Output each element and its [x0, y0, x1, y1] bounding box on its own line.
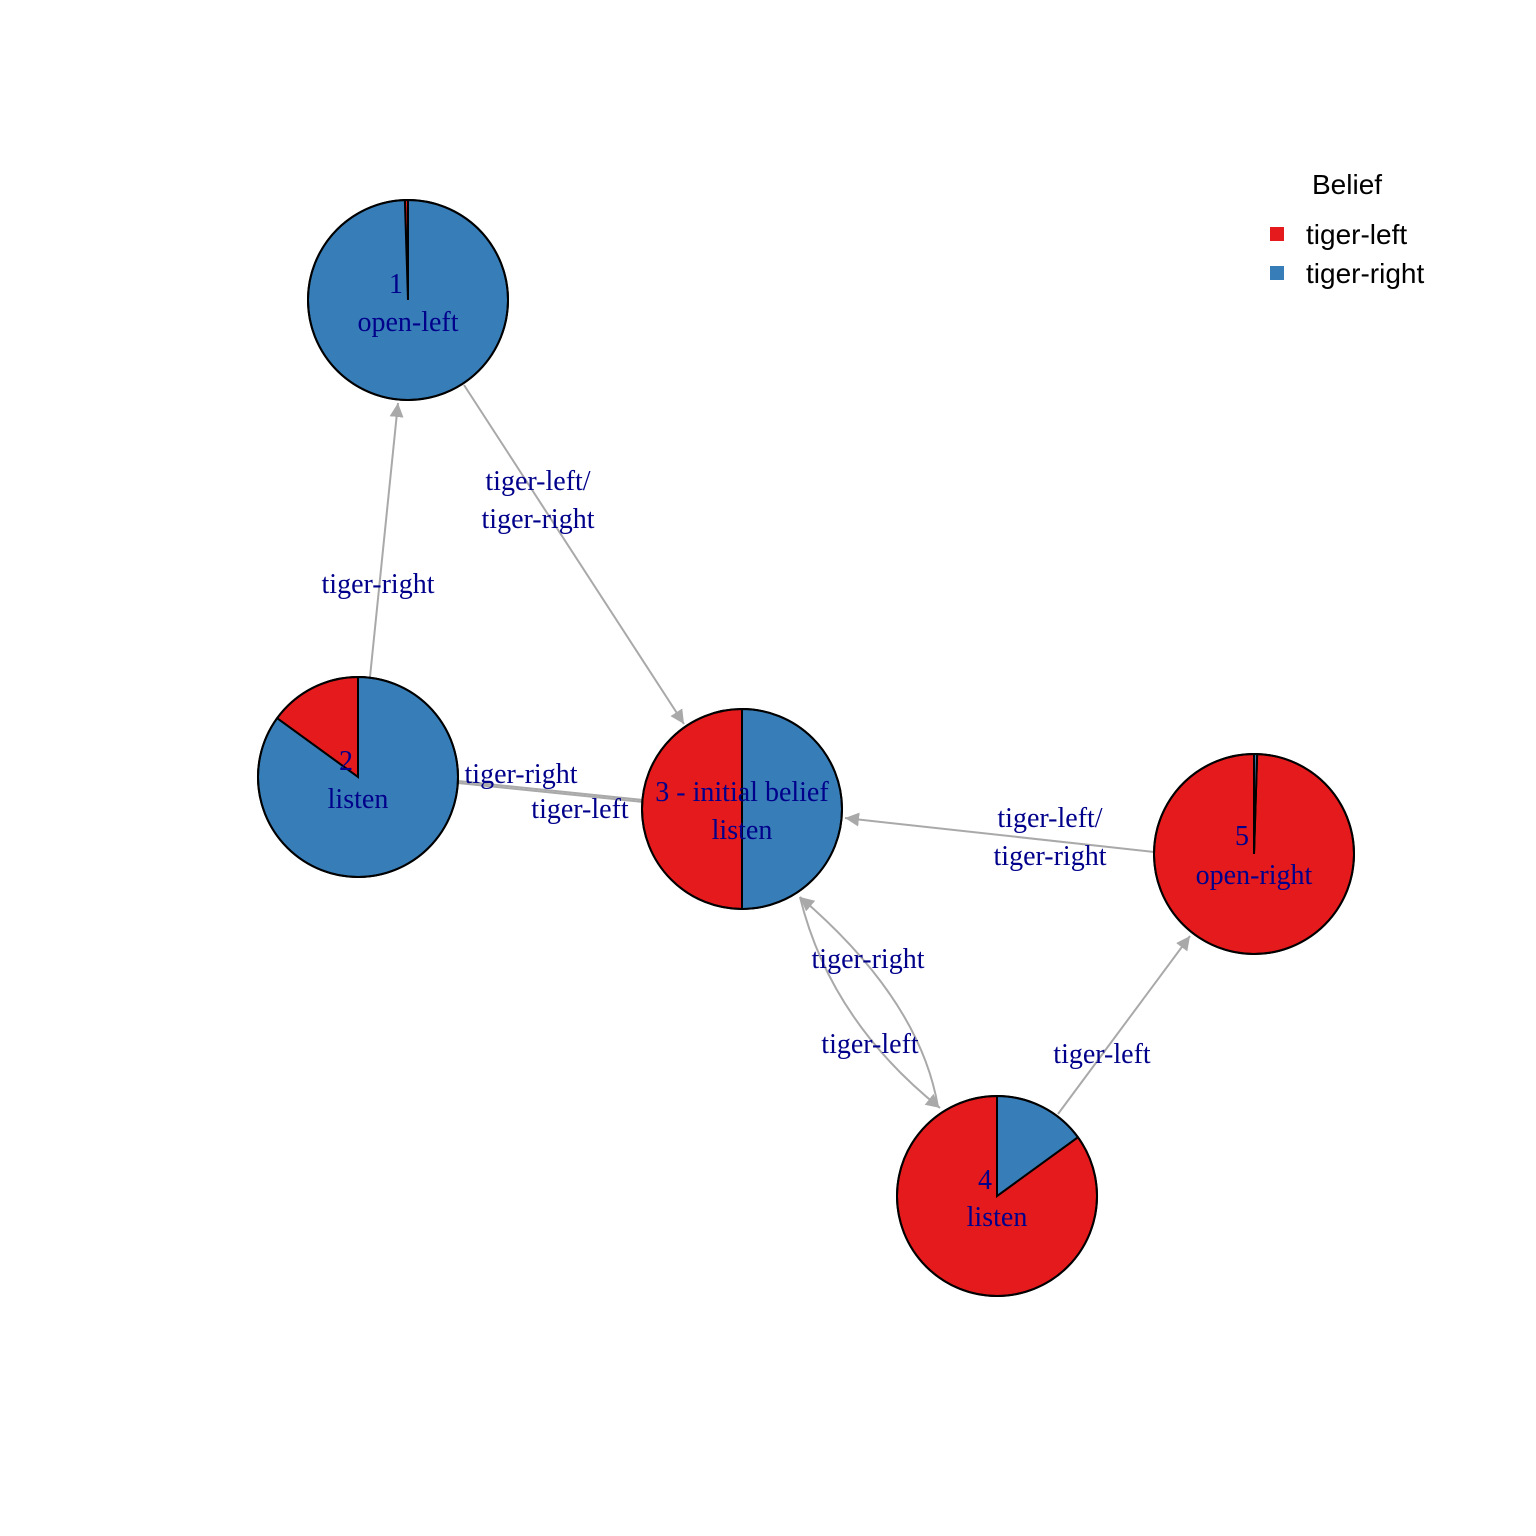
node-labels: 1 open-left 2 listen 3 - initial belief … [328, 269, 1313, 1233]
node-1-slice-tiger-right [307, 198, 509, 401]
edge-label-1-to-3-line1: tiger-left/ [485, 466, 590, 497]
legend-swatch-tiger-left [1270, 227, 1284, 241]
legend-label-tiger-left: tiger-left [1306, 219, 1407, 250]
edge-2-to-3 [457, 782, 644, 803]
node-1-id-label: 1 [389, 269, 403, 300]
node-1 [307, 198, 509, 401]
node-3 [641, 707, 843, 911]
edge-1-to-3 [463, 384, 685, 725]
legend-title: Belief [1312, 169, 1382, 200]
edge-4-to-3 [799, 896, 939, 1108]
edge-label-2-to-3: tiger-left [531, 794, 629, 825]
edge-label-5-to-3-line1: tiger-left/ [997, 803, 1102, 834]
edge-label-4-to-5: tiger-left [1053, 1039, 1151, 1070]
edge-label-1-to-3-line2: tiger-right [482, 504, 595, 535]
node-5-outline [1153, 753, 1355, 955]
node-4-outline [896, 1095, 1098, 1297]
node-1-outline [307, 199, 509, 401]
node-2-outline [257, 676, 459, 878]
node-2 [257, 675, 459, 878]
edges [369, 384, 1191, 1115]
node-4-action-label: listen [967, 1202, 1028, 1233]
node-3-id-label: 3 - initial belief [655, 777, 829, 808]
edge-5-to-3 [844, 812, 1155, 853]
node-5-action-label: open-right [1196, 860, 1313, 891]
node-4 [896, 1094, 1098, 1297]
edge-label-4-to-3: tiger-right [812, 944, 925, 975]
edge-3-to-2 [457, 780, 644, 801]
edge-3-to-4 [799, 896, 941, 1109]
nodes [257, 198, 1355, 1297]
edge-label-3-to-2: tiger-right [465, 759, 578, 790]
node-1-action-label: open-left [357, 307, 458, 338]
node-4-id-label: 4 [978, 1165, 992, 1196]
edge-label-5-to-3-line2: tiger-right [994, 841, 1107, 872]
edge-label-2-to-1: tiger-right [322, 569, 435, 600]
legend-label-tiger-right: tiger-right [1306, 258, 1424, 289]
node-2-id-label: 2 [339, 746, 353, 777]
node-2-action-label: listen [328, 784, 389, 815]
legend: Belief tiger-left tiger-right [1270, 169, 1424, 289]
edge-2-to-1 [369, 402, 404, 678]
edge-labels: tiger-left/ tiger-right tiger-right tige… [322, 466, 1151, 1070]
node-3-action-label: listen [712, 815, 773, 846]
node-3-slice-tiger-right [741, 707, 843, 911]
node-3-outline [641, 708, 843, 910]
edge-label-3-to-4: tiger-left [821, 1029, 919, 1060]
edge-4-to-5 [1057, 935, 1191, 1115]
legend-swatch-tiger-right [1270, 266, 1284, 280]
node-5-id-label: 5 [1235, 821, 1249, 852]
node-5 [1153, 752, 1355, 955]
node-3-slice-tiger-left [641, 707, 743, 911]
